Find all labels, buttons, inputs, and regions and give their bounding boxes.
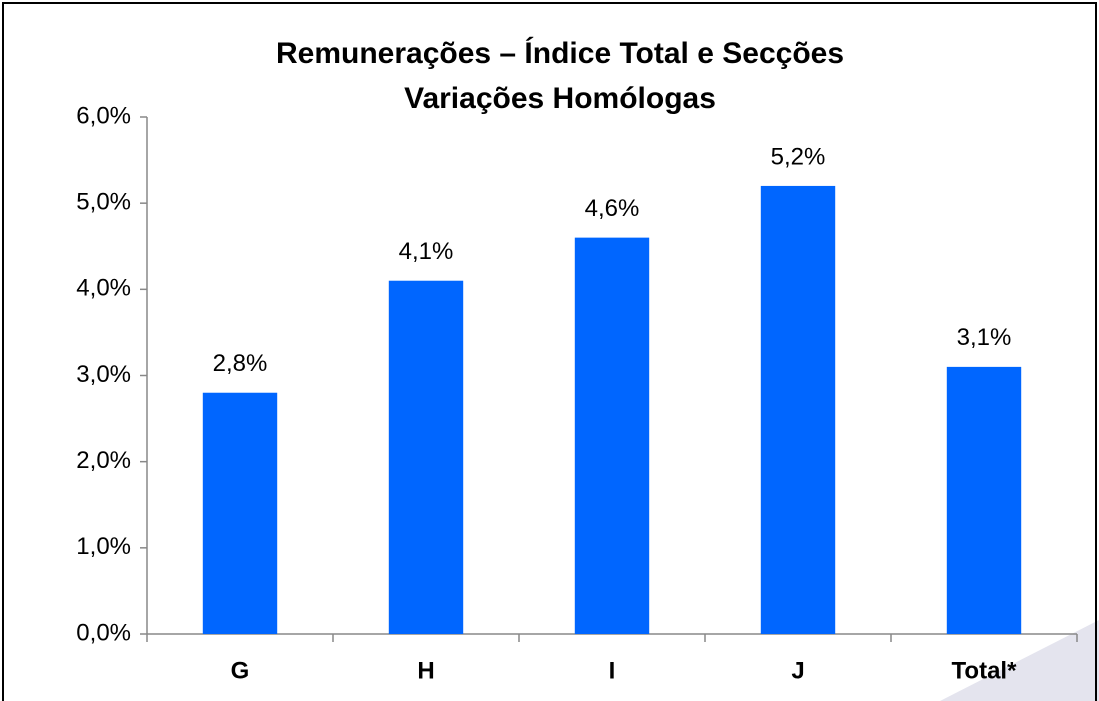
bar <box>574 237 650 634</box>
x-tick-label: H <box>417 657 434 684</box>
y-tick-label: 6,0% <box>76 102 131 129</box>
bar <box>202 392 278 634</box>
y-tick-label: 2,0% <box>76 447 131 474</box>
value-label: 2,8% <box>213 350 268 377</box>
value-label: 4,6% <box>585 195 640 222</box>
corner-decoration <box>940 620 1099 701</box>
value-label: 5,2% <box>771 143 826 170</box>
y-tick-label: 4,0% <box>76 275 131 302</box>
x-tick-label: G <box>231 657 250 684</box>
bar <box>388 280 464 634</box>
chart-title: Remunerações – Índice Total e Secções <box>276 36 844 70</box>
bar <box>946 366 1022 634</box>
value-label: 3,1% <box>957 324 1012 351</box>
y-tick-label: 0,0% <box>76 619 131 646</box>
x-tick-label: J <box>791 657 804 684</box>
x-tick-label: Total* <box>952 657 1018 684</box>
y-tick-label: 5,0% <box>76 189 131 216</box>
x-tick-label: I <box>609 657 616 684</box>
bar <box>760 185 836 634</box>
y-tick-label: 3,0% <box>76 361 131 388</box>
value-label: 4,1% <box>399 238 454 265</box>
y-tick-label: 1,0% <box>76 533 131 560</box>
chart-subtitle: Variações Homólogas <box>404 82 716 115</box>
